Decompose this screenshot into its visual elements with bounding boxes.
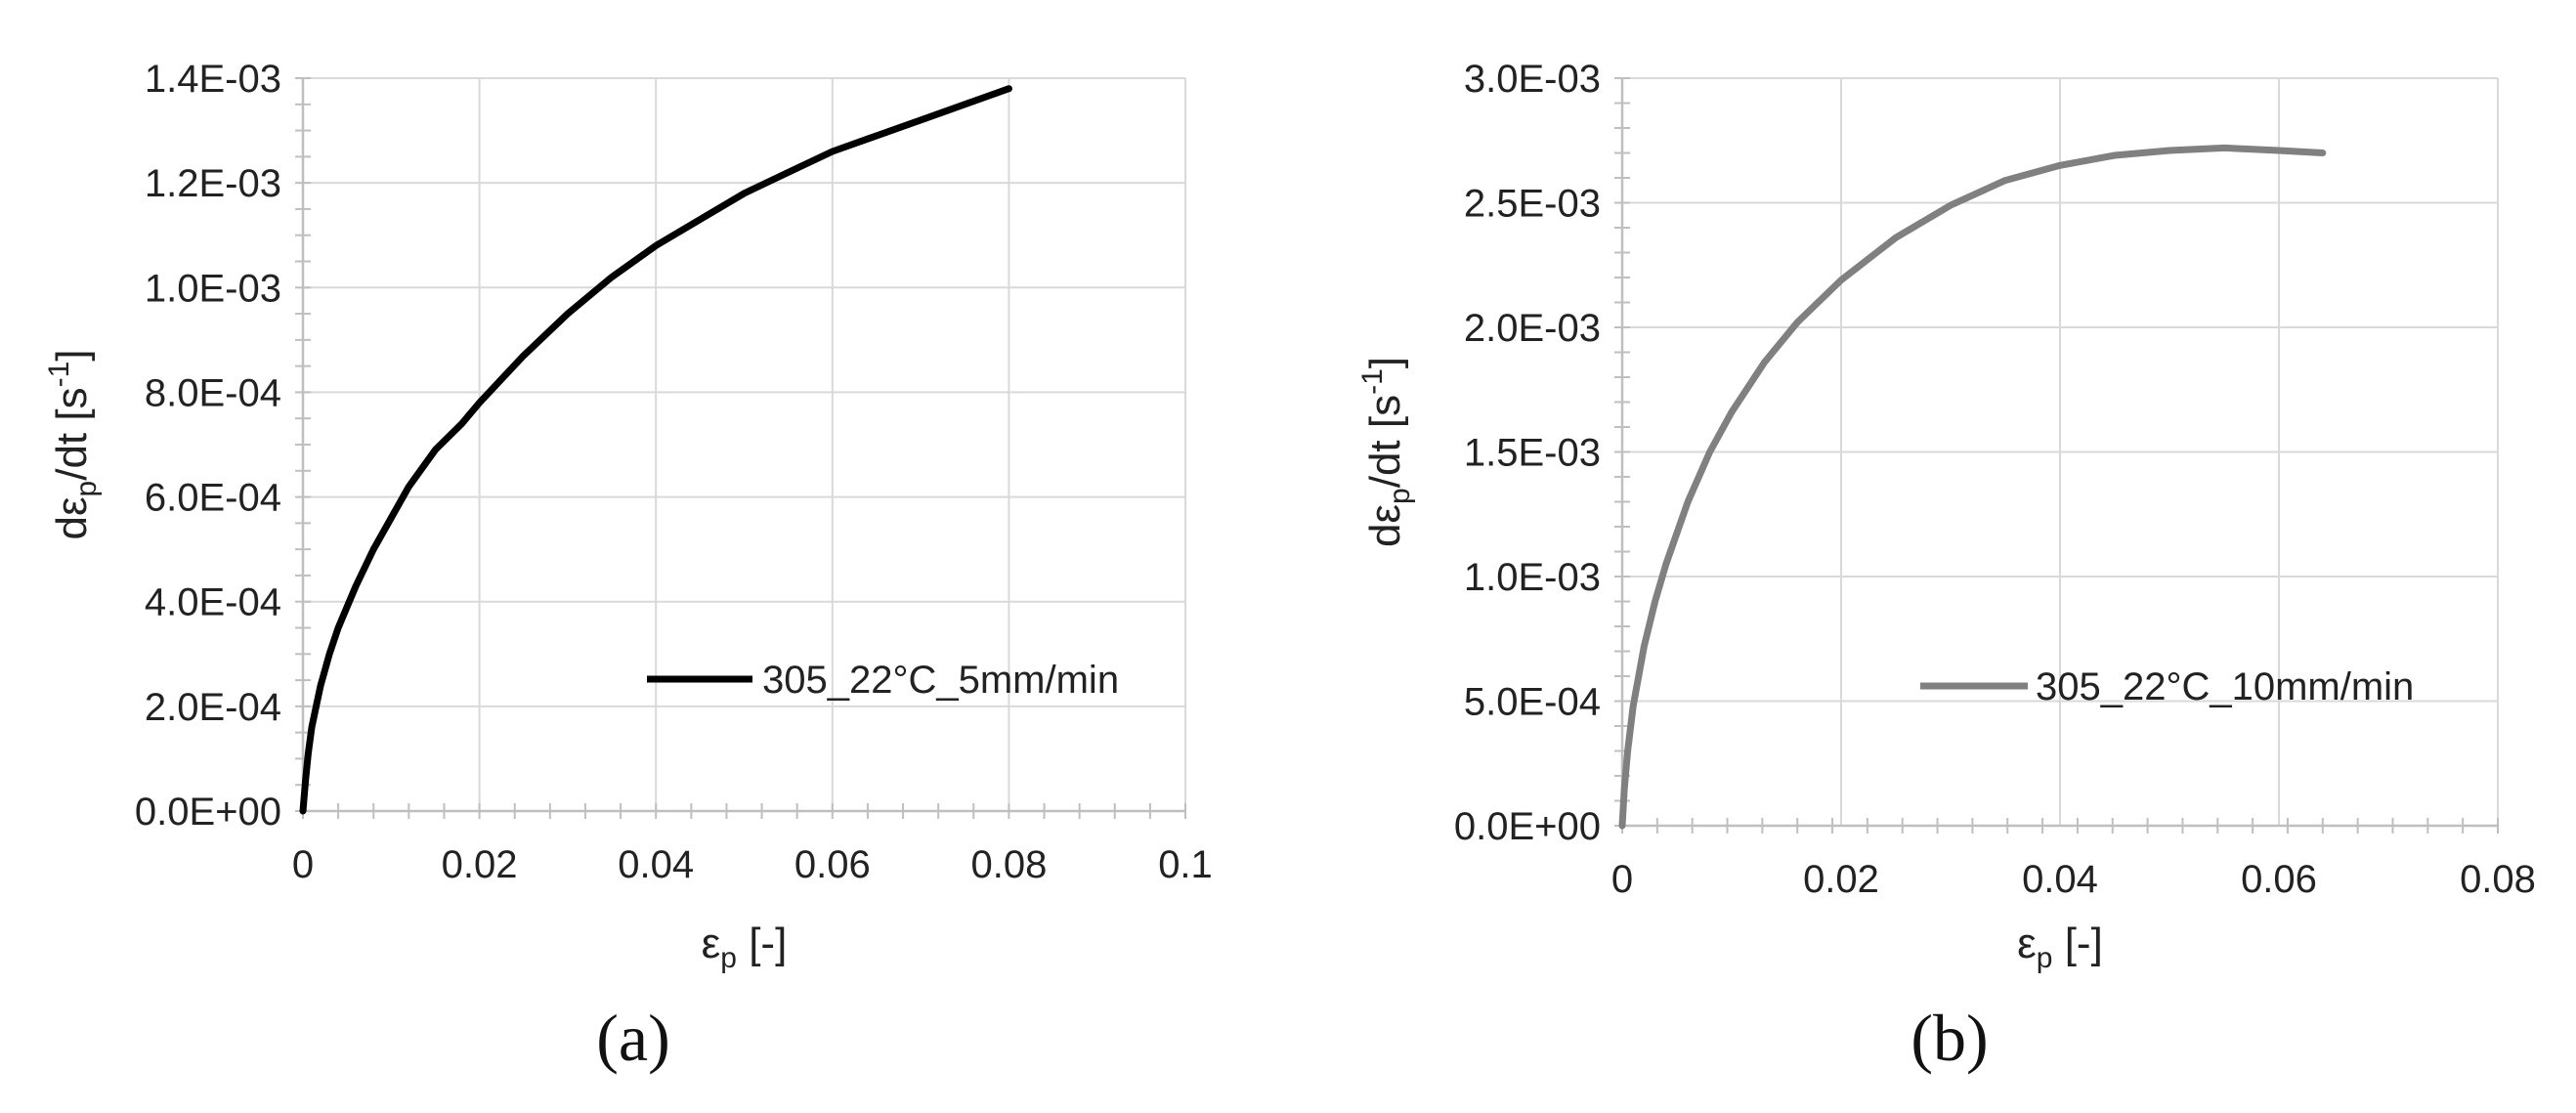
x-axis-title-unit: [-] — [2052, 920, 2102, 967]
y-tick-label: 1.2E-03 — [145, 162, 281, 205]
y-tick-label: 1.5E-03 — [1464, 432, 1601, 475]
x-tick-label: 0.06 — [794, 843, 871, 886]
y-axis-title-part: ] — [1361, 357, 1409, 368]
panel-label: (a) — [596, 1001, 669, 1075]
y-tick-label: 1.0E-03 — [1464, 556, 1601, 599]
y-axis-title-part: dε — [1361, 504, 1409, 547]
y-tick-label: 5.0E-04 — [1464, 681, 1601, 724]
y-axis-title: dεp/dt [s-1] — [43, 349, 103, 539]
y-tick-label: 2.0E-03 — [1464, 307, 1601, 350]
x-axis-title-unit: [-] — [737, 920, 787, 967]
legend-label: 305_22°C_10mm/min — [2036, 665, 2414, 708]
legend-label: 305_22°C_5mm/min — [762, 659, 1119, 702]
y-tick-label: 0.0E+00 — [135, 791, 281, 834]
y-axis-title-superscript: -1 — [43, 362, 75, 388]
y-tick-label: 8.0E-04 — [145, 371, 281, 414]
y-tick-label: 2.0E-04 — [145, 686, 281, 729]
x-tick-label: 0.04 — [2022, 858, 2098, 901]
x-tick-label: 0.08 — [2460, 858, 2536, 901]
y-tick-label: 0.0E+00 — [1454, 805, 1601, 848]
panel-label: (b) — [1911, 1001, 1988, 1075]
x-axis-title-subscript: p — [720, 942, 737, 974]
y-tick-label: 1.4E-03 — [145, 58, 281, 101]
series-line — [299, 85, 1012, 815]
x-axis-title: εp [-] — [2017, 920, 2103, 974]
x-axis-title-subscript: p — [2037, 942, 2053, 974]
chart-panel-a: 0.0E+00 2.0E-04 4.0E-04 6.0E-04 8.0E-04 1.0E-… — [43, 58, 1213, 1075]
y-tick-label: 4.0E-04 — [145, 581, 281, 624]
y-axis-title-superscript: -1 — [1356, 368, 1389, 395]
y-axis-title-part: dε — [48, 496, 96, 539]
x-tick-label: 0.04 — [618, 843, 694, 886]
y-axis-title-part: ] — [48, 349, 96, 361]
x-tick-label: 0.06 — [2241, 858, 2317, 901]
y-axis-title-subscript: p — [1384, 488, 1416, 504]
y-axis-title-part: /dt [s — [48, 387, 96, 480]
x-tick-label: 0.02 — [1803, 858, 1879, 901]
chart-panel-b: 0.0E+00 5.0E-04 1.0E-03 1.5E-03 2.0E-03 2.5E-… — [1356, 58, 2536, 1075]
y-axis-title-part: /dt [s — [1361, 395, 1409, 488]
y-tick-label: 6.0E-04 — [145, 477, 281, 520]
x-axis-title-symbol: ε — [2017, 920, 2037, 967]
y-tick-label: 2.5E-03 — [1464, 183, 1601, 226]
y-tick-label: 1.0E-03 — [145, 267, 281, 310]
x-axis-title: εp [-] — [702, 920, 788, 974]
x-tick-label: 0.08 — [970, 843, 1047, 886]
y-axis-title-subscript: p — [70, 481, 103, 497]
x-tick-label: 0 — [292, 843, 314, 886]
series-line — [1618, 144, 2327, 830]
x-axis-title-symbol: ε — [702, 920, 721, 967]
y-tick-label: 3.0E-03 — [1464, 58, 1601, 101]
x-tick-label: 0.1 — [1158, 843, 1213, 886]
x-tick-label: 0.02 — [442, 843, 518, 886]
y-axis-title: dεp/dt [s-1] — [1356, 357, 1416, 547]
x-tick-label: 0 — [1611, 858, 1633, 901]
